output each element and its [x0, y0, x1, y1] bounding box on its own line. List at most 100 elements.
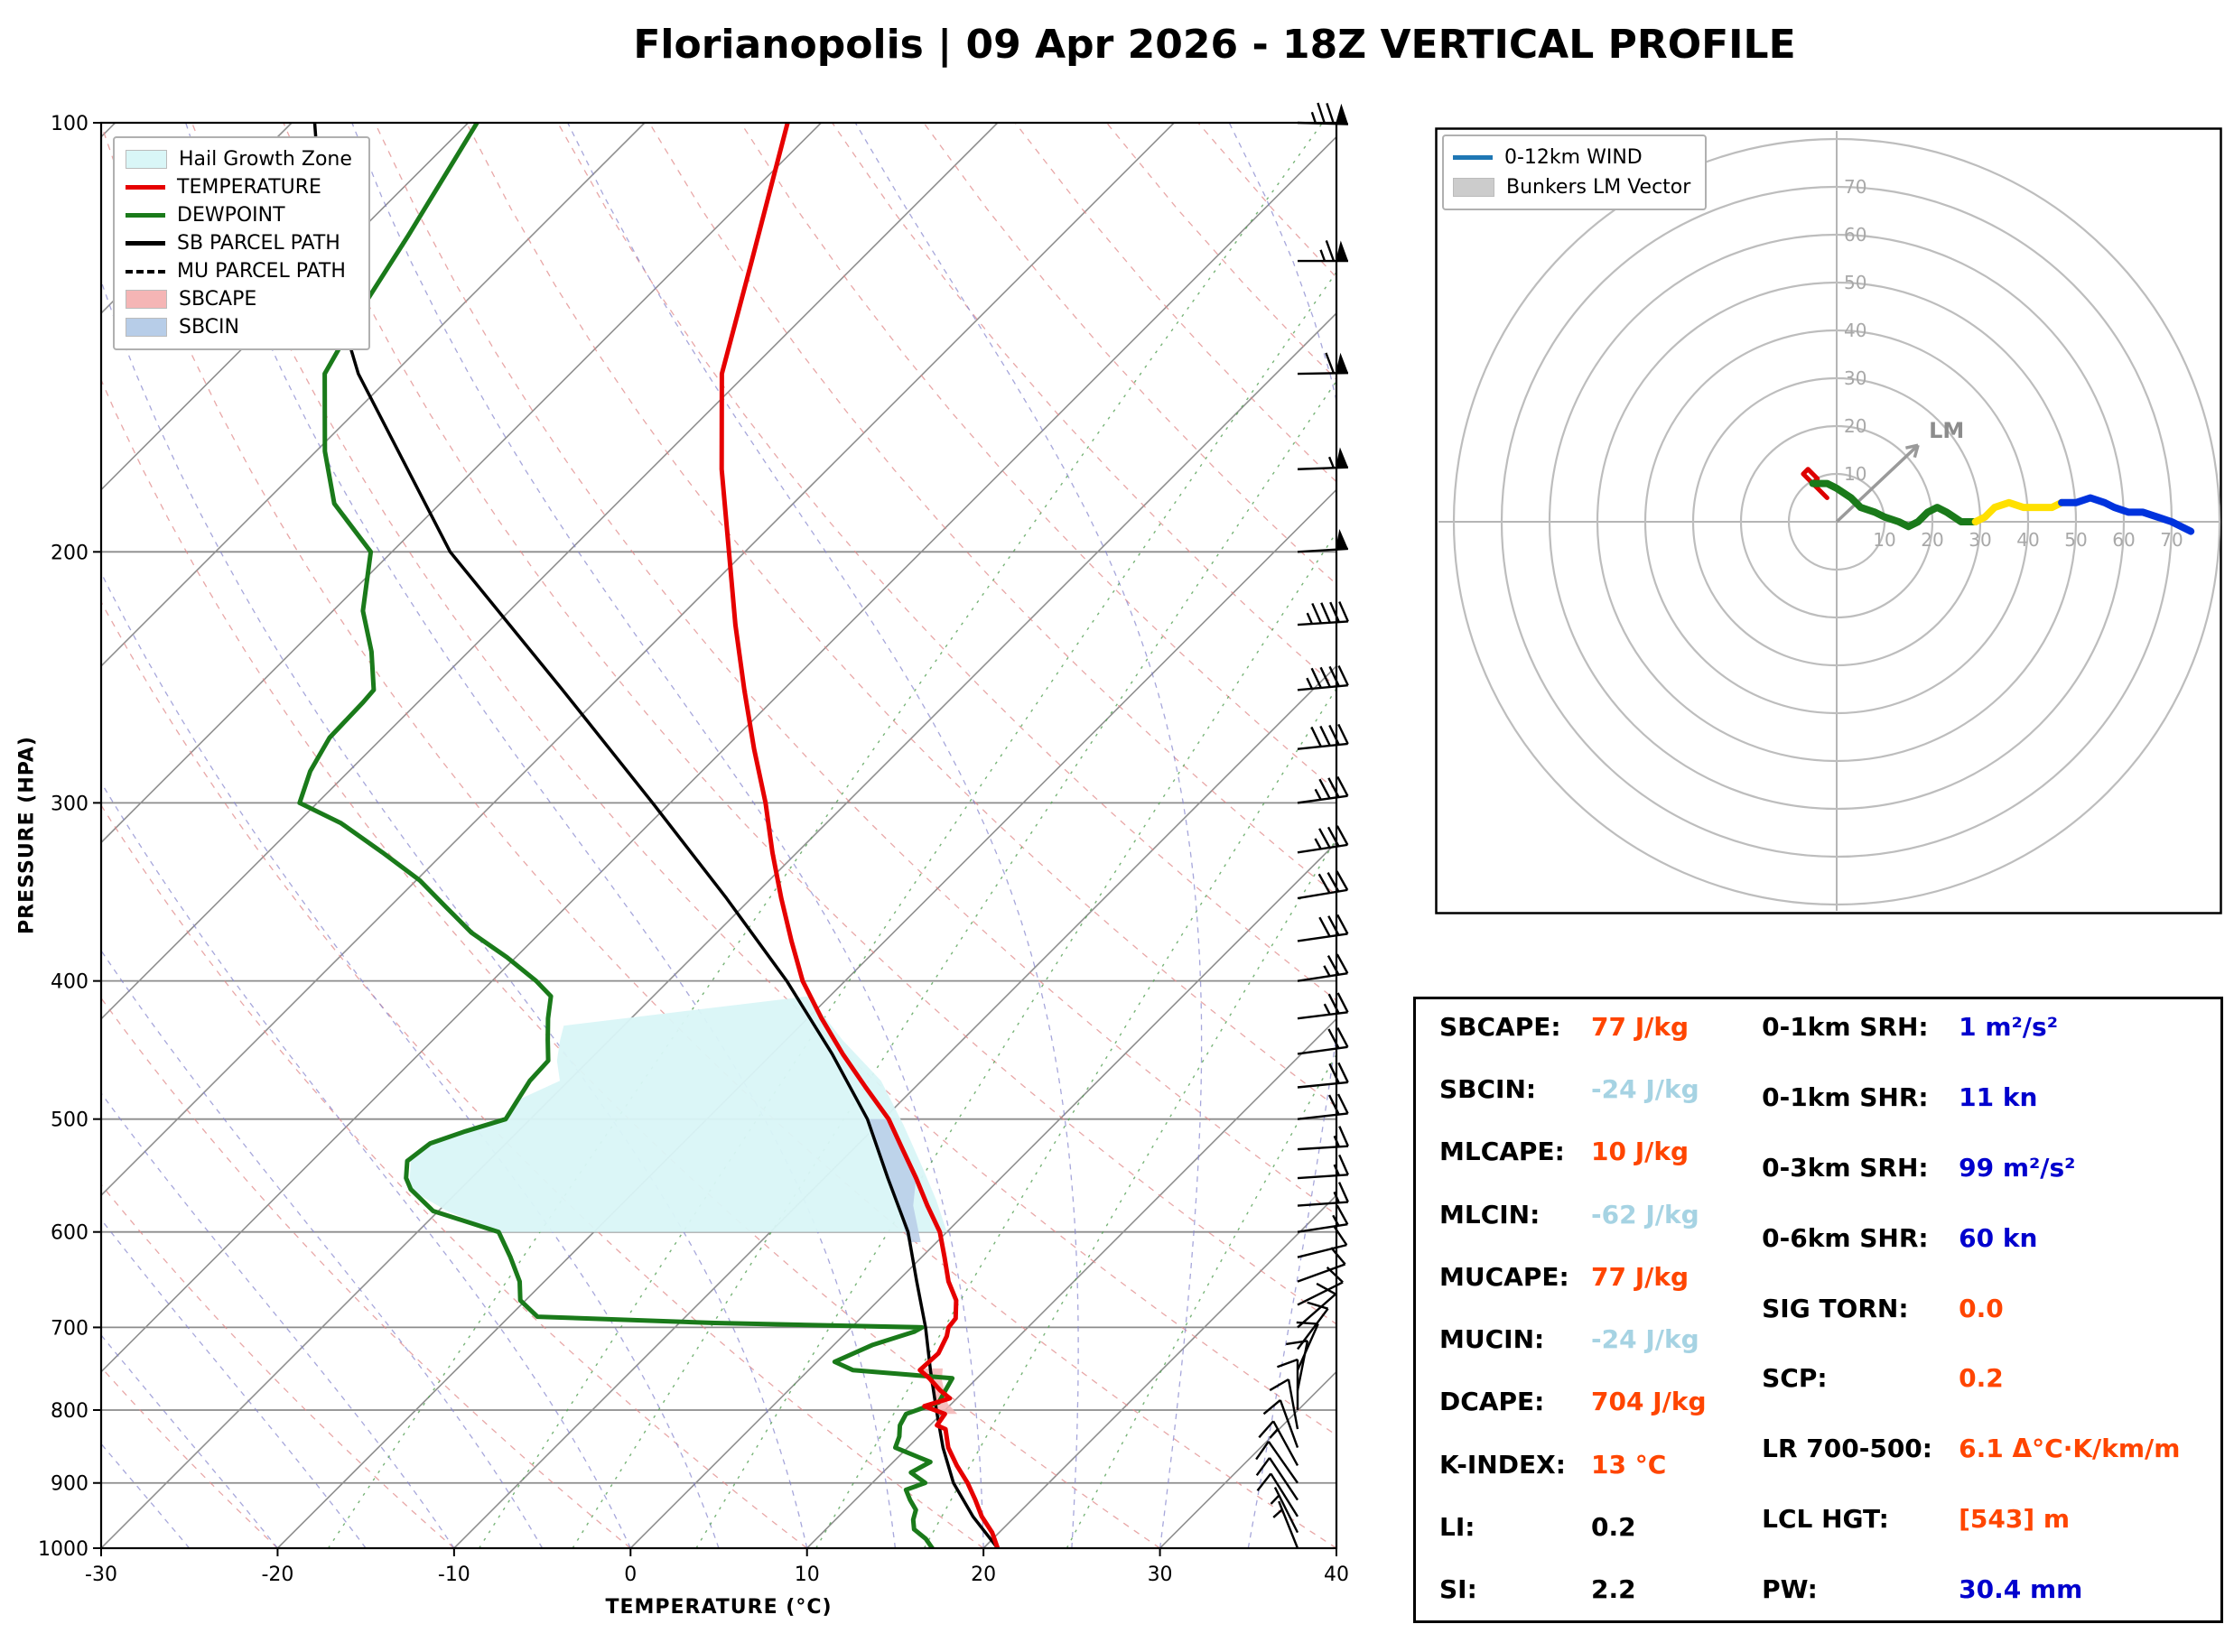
0-12km-wind-swatch-icon — [1453, 155, 1493, 160]
temperature-axis-label: TEMPERATURE (°C) — [605, 1596, 833, 1619]
svg-text:10: 10 — [795, 1564, 820, 1586]
svg-text:800: 800 — [51, 1400, 88, 1423]
svg-text:70: 70 — [2160, 529, 2183, 551]
stat-row-lcl-hgt: LCL HGT: [543] m — [1762, 1504, 2220, 1534]
svg-text:900: 900 — [51, 1473, 88, 1496]
stat-value: 77 J/kg — [1591, 1261, 1689, 1292]
svg-text:-20: -20 — [261, 1564, 293, 1586]
svg-text:1000: 1000 — [38, 1538, 88, 1561]
stat-row-mucin: MUCIN: -24 J/kg — [1439, 1324, 1762, 1354]
legend-item-0-12km-wind: 0-12km WIND — [1453, 143, 1690, 172]
stat-label: LCL HGT: — [1762, 1504, 1889, 1535]
hodograph-chart: 10 10 20 20 30 30 40 40 50 50 60 60 70 70 LM — [1435, 127, 2222, 914]
stat-value: 1 m²/s² — [1959, 1012, 2058, 1042]
stat-label: SBCIN: — [1439, 1074, 1537, 1105]
stat-label: MLCAPE: — [1439, 1137, 1565, 1167]
stat-row-si: SI: 2.2 — [1439, 1574, 1762, 1604]
svg-text:-10: -10 — [438, 1564, 470, 1586]
stat-row-0-1km-srh: 0-1km SRH: 1 m²/s² — [1762, 1012, 2220, 1042]
dewpoint-swatch-icon — [126, 213, 165, 218]
stat-row-sbcin: SBCIN: -24 J/kg — [1439, 1074, 1762, 1104]
stat-label: K-INDEX: — [1439, 1449, 1566, 1480]
stat-value: -24 J/kg — [1591, 1324, 1699, 1355]
temperature-swatch-icon — [126, 185, 165, 190]
stats-column-right: 0-1km SRH: 1 m²/s² 0-1km SHR: 11 kn 0-3km SR… — [1762, 999, 2220, 1620]
stat-row-li: LI: 0.2 — [1439, 1512, 1762, 1542]
stat-label: 0-1km SHR: — [1762, 1081, 1929, 1112]
legend-item-sb-parcel-path: SB PARCEL PATH — [126, 229, 352, 257]
lm-vector-label: LM — [1929, 418, 1964, 443]
svg-text:20: 20 — [1844, 415, 1866, 437]
stat-value: [543] m — [1959, 1504, 2071, 1535]
svg-text:10: 10 — [1844, 463, 1866, 485]
stat-label: DCAPE: — [1439, 1387, 1545, 1417]
legend-label: 0-12km WIND — [1504, 146, 1643, 169]
stat-label: 0-1km SRH: — [1762, 1012, 1929, 1042]
hodograph-legend: 0-12km WIND Bunkers LM Vector — [1442, 135, 1708, 210]
legend-label: DEWPOINT — [177, 204, 285, 227]
sbcape-swatch-icon — [126, 290, 167, 309]
svg-text:10: 10 — [1873, 529, 1895, 551]
stat-value: 30.4 mm — [1959, 1574, 2083, 1604]
stat-value: 11 kn — [1959, 1081, 2038, 1112]
svg-text:40: 40 — [2016, 529, 2039, 551]
stat-label: SI: — [1439, 1573, 1477, 1604]
stat-value: 77 J/kg — [1591, 1012, 1689, 1042]
stat-value: -62 J/kg — [1591, 1199, 1699, 1230]
svg-text:20: 20 — [1921, 529, 1943, 551]
skewt-legend: Hail Growth Zone TEMPERATURE DEWPOINT SB PA… — [113, 136, 370, 350]
legend-item-hail-growth-zone: Hail Growth Zone — [126, 145, 352, 173]
svg-text:30: 30 — [1148, 1564, 1173, 1586]
svg-text:70: 70 — [1844, 176, 1866, 198]
stat-value: 6.1 Δ°C·K/km/m — [1959, 1434, 2181, 1464]
svg-text:50: 50 — [1844, 272, 1866, 293]
legend-item-bunkers-lm-vector: Bunkers LM Vector — [1453, 172, 1690, 202]
bunkers-lm-vector-swatch-icon — [1453, 178, 1494, 197]
stat-label: PW: — [1762, 1574, 1818, 1604]
pressure-axis-label: PRESSURE (HPA) — [15, 736, 39, 934]
stat-row-sbcape: SBCAPE: 77 J/kg — [1439, 1012, 1762, 1042]
svg-text:-30: -30 — [85, 1564, 117, 1586]
svg-text:600: 600 — [51, 1222, 88, 1245]
svg-text:40: 40 — [1324, 1564, 1349, 1586]
legend-item-temperature: TEMPERATURE — [126, 173, 352, 201]
stat-row-0-1km-shr: 0-1km SHR: 11 kn — [1762, 1082, 2220, 1112]
legend-item-dewpoint: DEWPOINT — [126, 201, 352, 229]
stat-row-lr-700-500: LR 700-500: 6.1 Δ°C·K/km/m — [1762, 1434, 2220, 1463]
sbcin-swatch-icon — [126, 318, 167, 337]
stat-row-scp: SCP: 0.2 — [1762, 1363, 2220, 1393]
stats-panel: SBCAPE: 77 J/kg SBCIN: -24 J/kg MLCAPE: 10 J/… — [1413, 997, 2223, 1623]
stat-value: 2.2 — [1591, 1573, 1636, 1604]
stat-value: 0.0 — [1959, 1293, 2004, 1323]
stat-label: MUCAPE: — [1439, 1261, 1569, 1292]
stat-value: 60 kn — [1959, 1222, 2038, 1253]
svg-text:500: 500 — [51, 1109, 88, 1132]
stat-value: 0.2 — [1591, 1511, 1636, 1542]
svg-text:60: 60 — [1844, 224, 1866, 246]
svg-text:0: 0 — [624, 1564, 637, 1586]
legend-item-sbcape: SBCAPE — [126, 285, 352, 313]
svg-text:400: 400 — [51, 971, 88, 994]
stat-label: MLCIN: — [1439, 1199, 1541, 1230]
hail-growth-zone-swatch-icon — [126, 150, 167, 169]
stats-column-left: SBCAPE: 77 J/kg SBCIN: -24 J/kg MLCAPE: 10 J/… — [1416, 999, 1762, 1620]
stat-row-mlcin: MLCIN: -62 J/kg — [1439, 1200, 1762, 1230]
legend-label: Hail Growth Zone — [179, 148, 352, 171]
stat-label: LR 700-500: — [1762, 1434, 1932, 1464]
svg-text:700: 700 — [51, 1317, 88, 1340]
stat-row-pw: PW: 30.4 mm — [1762, 1574, 2220, 1604]
stat-row-k-index: K-INDEX: 13 °C — [1439, 1450, 1762, 1480]
stat-value: 13 °C — [1591, 1449, 1667, 1480]
stat-row-0-3km-srh: 0-3km SRH: 99 m²/s² — [1762, 1153, 2220, 1183]
legend-label: SBCAPE — [179, 288, 257, 311]
stat-row-0-6km-shr: 0-6km SHR: 60 kn — [1762, 1223, 2220, 1253]
legend-label: MU PARCEL PATH — [177, 260, 346, 283]
svg-text:300: 300 — [51, 793, 88, 815]
stat-value: 0.2 — [1959, 1363, 2004, 1394]
stat-value: 99 m²/s² — [1959, 1152, 2076, 1183]
stat-label: 0-6km SHR: — [1762, 1222, 1929, 1253]
svg-text:30: 30 — [1969, 529, 1991, 551]
mu-parcel-path-swatch-icon — [126, 269, 165, 274]
